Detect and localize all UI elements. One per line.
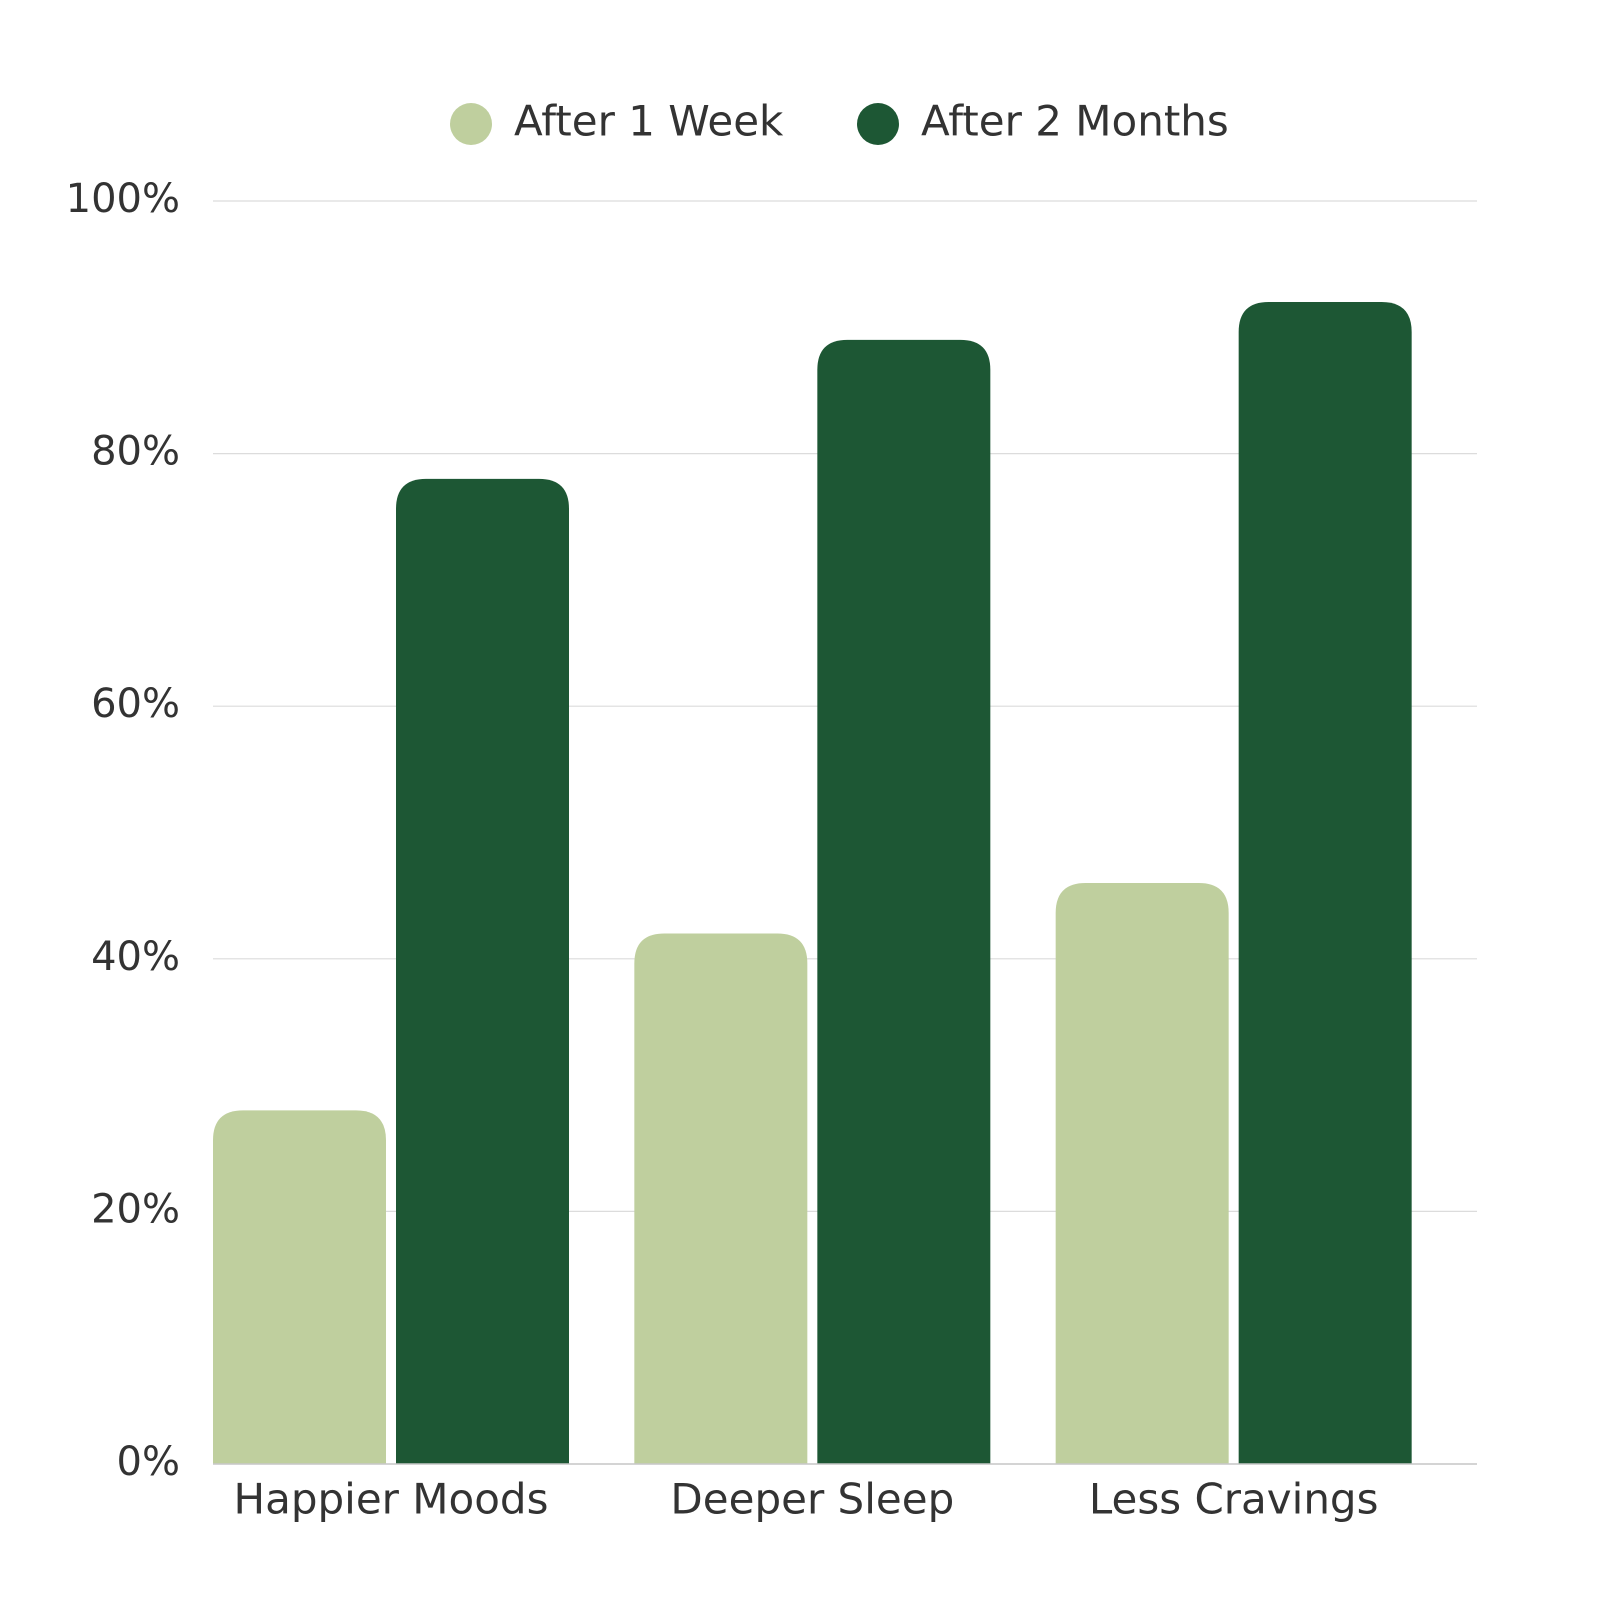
bar-after-2-months-happier-moods	[396, 478, 569, 1464]
legend-item[interactable]: After 1 Week	[450, 97, 784, 146]
legend-item[interactable]: After 2 Months	[857, 97, 1229, 146]
bar-after-1-week-deeper-sleep	[634, 933, 808, 1464]
bars	[213, 302, 1477, 1465]
legend-swatch	[450, 103, 492, 145]
y-tick-label: 60%	[91, 681, 180, 727]
y-axis-tick-labels: 0% 20% 40% 60% 80% 100%	[66, 176, 180, 1485]
bar-after-1-week-less-cravings	[1055, 883, 1229, 1464]
x-tick-label: Deeper Sleep	[670, 1475, 954, 1524]
y-tick-label: 40%	[91, 934, 180, 980]
x-tick-label: Less Cravings	[1089, 1475, 1379, 1524]
legend: After 1 Week After 2 Months	[450, 97, 1229, 146]
bar-after-1-week-happier-moods	[213, 1110, 386, 1464]
legend-label: After 2 Months	[921, 97, 1229, 146]
y-tick-label: 100%	[66, 176, 180, 222]
legend-swatch	[857, 103, 899, 145]
legend-label: After 1 Week	[514, 97, 784, 146]
x-axis-tick-labels: Happier Moods Deeper Sleep Less Cravings	[234, 1475, 1379, 1524]
bar-after-2-months-deeper-sleep	[817, 339, 991, 1465]
y-tick-label: 20%	[91, 1186, 180, 1232]
x-tick-label: Happier Moods	[234, 1475, 549, 1524]
y-tick-label: 80%	[91, 429, 180, 475]
bar-after-2-months-less-cravings	[1238, 302, 1412, 1464]
y-tick-label: 0%	[117, 1439, 180, 1485]
